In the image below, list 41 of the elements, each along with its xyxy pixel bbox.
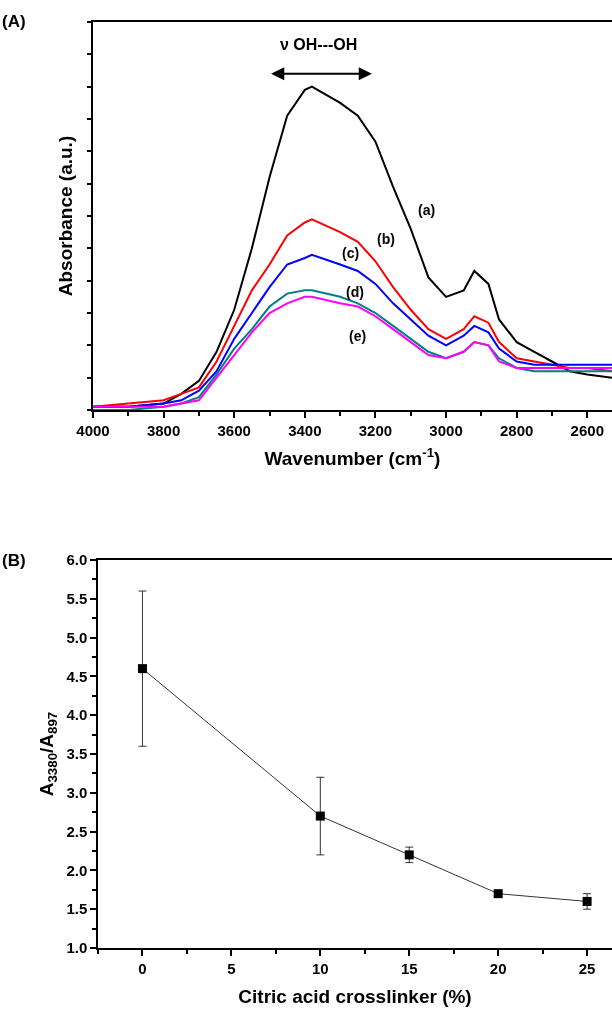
series-label: (e) bbox=[349, 328, 367, 344]
series-label: (b) bbox=[377, 231, 395, 247]
series-label: (c) bbox=[342, 245, 360, 261]
series-label: (a) bbox=[418, 202, 436, 218]
x-tick-label: 0 bbox=[138, 959, 147, 977]
x-tick-label: 25 bbox=[578, 959, 596, 977]
x-tick-label: 3000 bbox=[429, 421, 463, 439]
text: ν OH---OH bbox=[280, 36, 358, 53]
x-tick-label: 4000 bbox=[76, 421, 110, 439]
x-tick-label: 15 bbox=[400, 959, 418, 977]
point bbox=[404, 850, 414, 860]
y-tick-label: 3.5 bbox=[66, 745, 88, 763]
x-tick-label: 5 bbox=[227, 959, 236, 977]
y-tick-label: 1.0 bbox=[66, 939, 88, 957]
y-tick-label: 5.5 bbox=[66, 590, 88, 608]
x-tick-label: 3400 bbox=[288, 421, 322, 439]
x-tick-label: 10 bbox=[311, 959, 329, 977]
x-tick-label: 3600 bbox=[217, 421, 251, 439]
x-tick-label: 20 bbox=[489, 959, 507, 977]
y-tick-label: 4.5 bbox=[66, 667, 88, 685]
point bbox=[137, 664, 147, 674]
x-axis-title: Wavenumber (cm$^{-1}$) bbox=[264, 445, 441, 470]
y-tick-label: 4.0 bbox=[66, 706, 88, 724]
x-tick-label: 2800 bbox=[499, 421, 534, 439]
y-tick-label: 2.0 bbox=[66, 861, 88, 879]
point bbox=[493, 889, 503, 899]
series-label: (d) bbox=[346, 284, 364, 300]
y-tick-label: 2.5 bbox=[66, 822, 88, 840]
point bbox=[315, 811, 325, 821]
x-tick-label: 3800 bbox=[146, 421, 181, 439]
chart-title: (A) bbox=[2, 12, 26, 31]
y-axis-title: Absorbance (a.u.) bbox=[54, 135, 76, 297]
y-tick-label: 1.5 bbox=[66, 900, 88, 918]
point bbox=[582, 896, 592, 906]
x-tick-label: 2600 bbox=[570, 421, 604, 439]
chart-title: (B) bbox=[2, 551, 26, 570]
y-tick-label: 3.0 bbox=[66, 784, 88, 802]
y-tick-label: 6.0 bbox=[66, 551, 88, 569]
x-tick-label: 3200 bbox=[358, 421, 393, 439]
y-tick-label: 5.0 bbox=[66, 628, 88, 646]
x-axis-title: Citric acid crosslinker (%) bbox=[238, 986, 472, 1008]
